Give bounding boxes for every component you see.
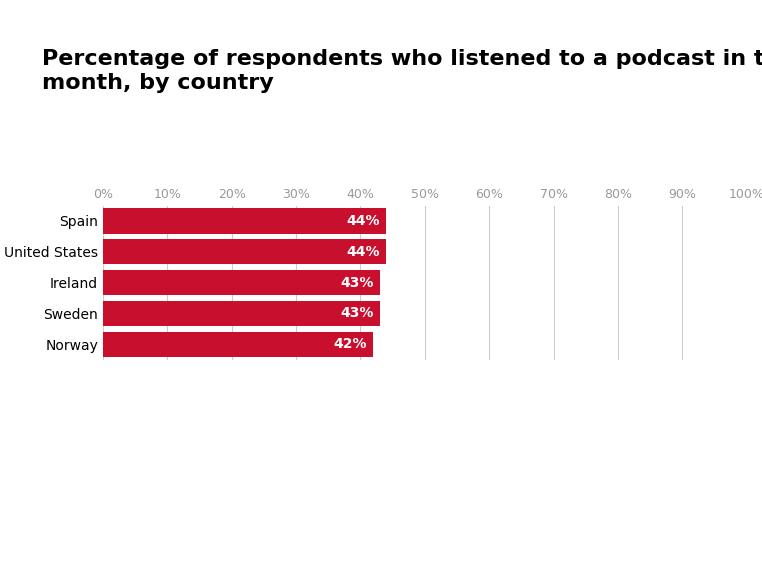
Bar: [103, 208, 386, 234]
Bar: [103, 332, 373, 357]
Bar: [103, 301, 379, 326]
Bar: [103, 270, 379, 295]
Bar: [103, 239, 386, 264]
Text: 43%: 43%: [340, 276, 373, 289]
Text: 43%: 43%: [340, 307, 373, 320]
Text: 42%: 42%: [333, 337, 367, 351]
Text: 44%: 44%: [346, 214, 379, 228]
Text: Percentage of respondents who listened to a podcast in the last
month, by countr: Percentage of respondents who listened t…: [42, 49, 762, 93]
Text: 44%: 44%: [346, 245, 379, 259]
